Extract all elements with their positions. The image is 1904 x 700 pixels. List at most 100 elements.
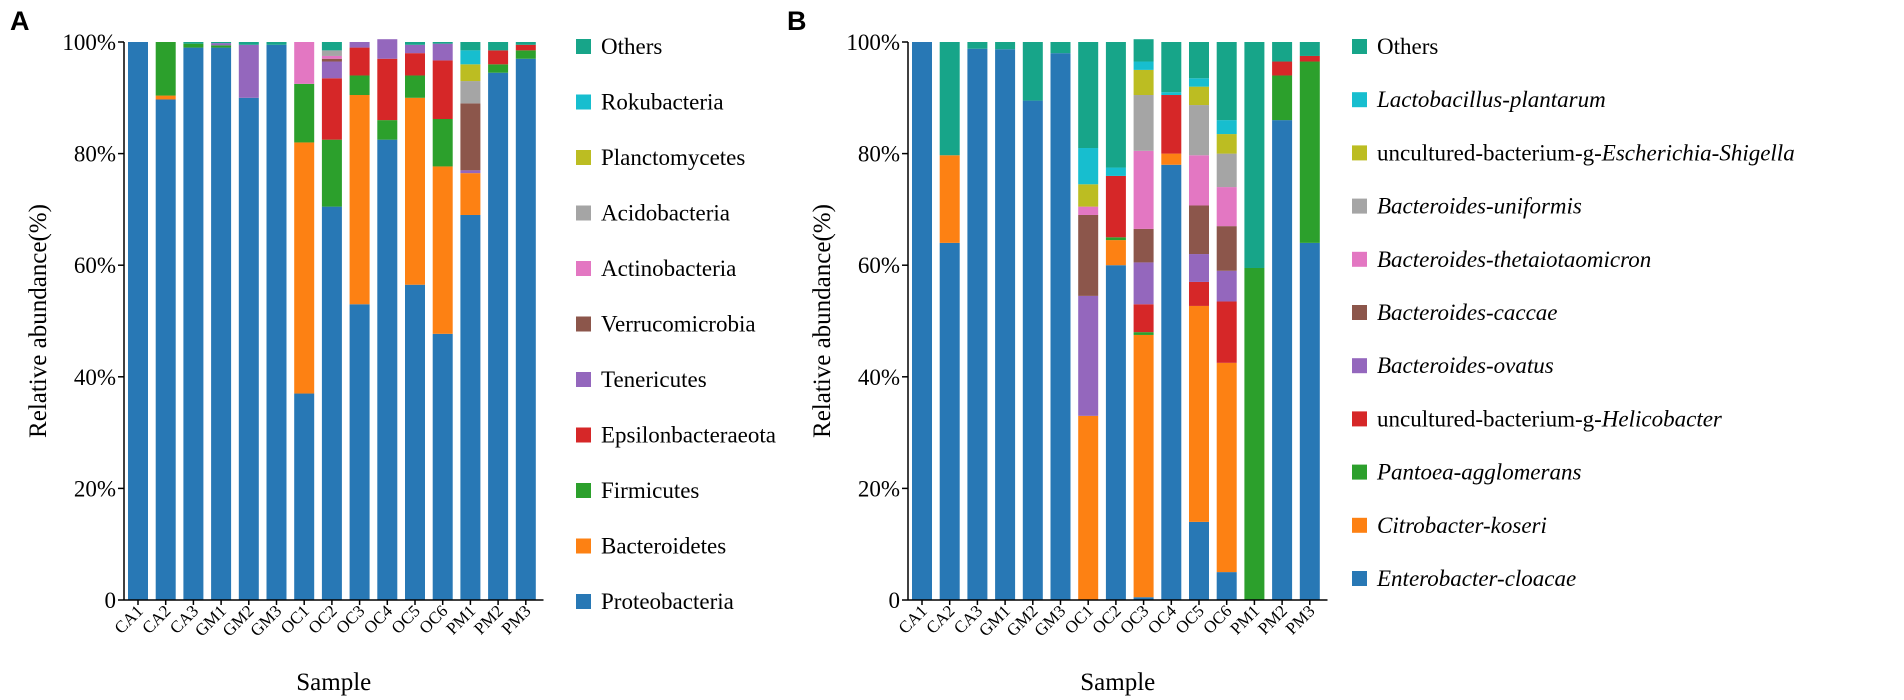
- legend-swatch-firmicutes: [576, 483, 591, 498]
- bar-segment-citrobacter-koseri-oc1: [1078, 415, 1099, 600]
- x-tick-label: OC6: [1199, 601, 1235, 637]
- bar-segment-others-oc3: [1133, 39, 1154, 62]
- bar-segment-others-oc5: [405, 42, 425, 45]
- y-axis-title: Relative abundance(%): [25, 204, 52, 438]
- y-tick-label: 60%: [858, 253, 900, 278]
- bar-segment-others-gm2: [238, 42, 259, 45]
- x-tick-label: OC3: [332, 601, 368, 637]
- legend-label-italic-part: Bacteroides-caccae: [1377, 300, 1558, 325]
- bar-segment-tenericutes-oc6: [432, 43, 453, 61]
- bar-segment-uncultured-bacterium-g-helicobacter-oc5: [1189, 281, 1209, 306]
- bar-segment-enterobacter-cloacae-oc4: [1161, 164, 1182, 600]
- bar-segment-citrobacter-koseri-oc2: [1105, 240, 1126, 266]
- legend-label-planctomycetes: Planctomycetes: [601, 145, 745, 170]
- panel-a: A020%40%60%80%100%CA1CA2CA3GM1GM2GM3OC1O…: [10, 6, 776, 696]
- legend-swatch-actinobacteria: [576, 261, 591, 276]
- y-tick-label: 20%: [858, 476, 900, 501]
- x-tick-label: OC4: [1144, 601, 1180, 637]
- legend-label-italic-part: Bacteroides-ovatus: [1377, 353, 1554, 378]
- legend-label-uncultured-bacterium-g-escherichia-shigella: uncultured-bacterium-g-Escherichia-Shige…: [1377, 140, 1795, 165]
- x-tick-label: CA2: [138, 601, 174, 637]
- bar-segment-pantoea-agglomerans-pm3: [1299, 61, 1320, 243]
- bar-segment-firmicutes-oc5: [405, 75, 425, 98]
- x-tick-label: CA2: [922, 601, 958, 637]
- bar-segment-proteobacteria-oc4: [377, 139, 398, 600]
- legend-swatch-epsilonbacteraeota: [576, 427, 591, 443]
- legend-swatch-uncultured-bacterium-g-escherichia-shigella: [1352, 145, 1367, 161]
- bar-segment-enterobacter-cloacae-gm1: [995, 49, 1016, 600]
- legend-label-part: uncultured-bacterium-g-: [1377, 406, 1602, 431]
- y-tick-label: 0: [105, 588, 117, 613]
- bar-segment-epsilonbacteraeota-pm2: [488, 50, 509, 65]
- bar-segment-firmicutes-pm3: [515, 50, 536, 59]
- bar-segment-proteobacteria-oc3: [349, 304, 370, 600]
- bar-segment-bacteroidetes-oc6: [432, 166, 453, 334]
- bar-segment-firmicutes-pm2: [488, 64, 509, 73]
- legend-label-tenericutes: Tenericutes: [601, 367, 707, 392]
- bar-segment-proteobacteria-oc6: [432, 333, 453, 600]
- bar-segment-uncultured-bacterium-g-escherichia-shigella-oc3: [1133, 69, 1154, 96]
- bar-segment-firmicutes-gm1: [211, 45, 232, 48]
- legend-label-italic-part: Lactobacillus-plantarum: [1376, 87, 1606, 112]
- legend-label-italic-part: Helicobacter: [1601, 406, 1723, 431]
- bar-segment-citrobacter-koseri-oc6: [1216, 362, 1237, 573]
- x-tick-label: OC2: [1089, 601, 1125, 637]
- bar-segment-enterobacter-cloacae-oc2: [1105, 265, 1126, 600]
- bar-segment-others-gm2: [1022, 42, 1043, 101]
- legend-label-italic-part: Bacteroides-uniformis: [1377, 194, 1582, 219]
- x-tick-label: OC2: [305, 601, 341, 637]
- legend-label-italic-part: Pantoea-agglomerans: [1376, 460, 1581, 485]
- legend-label-actinobacteria: Actinobacteria: [601, 256, 736, 281]
- bar-segment-uncultured-bacterium-g-helicobacter-oc2: [1105, 175, 1126, 238]
- legend-swatch-bacteroides-thetaiotaomicron: [1352, 251, 1367, 267]
- legend-label-italic-part: Enterobacter-cloacae: [1376, 566, 1576, 591]
- bar-segment-citrobacter-koseri-oc5: [1189, 305, 1209, 522]
- bar-segment-bacteroides-ovatus-oc3: [1133, 262, 1154, 305]
- legend-swatch-rokubacteria: [576, 94, 591, 110]
- bar-segment-others-pm3: [1299, 42, 1320, 56]
- bar-segment-bacteroides-thetaiotaomicron-oc6: [1216, 187, 1237, 227]
- bar-segment-epsilonbacteraeota-oc5: [405, 53, 425, 76]
- bar-segment-enterobacter-cloacae-oc5: [1189, 521, 1209, 600]
- bar-segment-bacteroides-thetaiotaomicron-oc5: [1189, 155, 1209, 206]
- legend-swatch-citrobacter-koseri: [1352, 517, 1367, 533]
- legend-swatch-lactobacillus-plantarum: [1352, 92, 1367, 108]
- bar-segment-rokubacteria-pm1: [460, 50, 481, 65]
- panel-b: B020%40%60%80%100%CA1CA2CA3GM1GM2GM3OC1O…: [787, 6, 1795, 696]
- legend-label-rokubacteria: Rokubacteria: [601, 90, 724, 115]
- y-tick-label: 80%: [858, 142, 900, 167]
- bar-segment-lactobacillus-plantarum-oc2: [1105, 167, 1126, 176]
- legend-label-bacteroides-thetaiotaomicron: Bacteroides-thetaiotaomicron: [1377, 247, 1651, 272]
- bar-segment-enterobacter-cloacae-pm3: [1299, 242, 1320, 600]
- bar-segment-bacteroides-caccae-oc6: [1216, 226, 1237, 271]
- bar-segment-proteobacteria-gm1: [211, 47, 232, 600]
- bar-segment-bacteroides-ovatus-oc5: [1189, 254, 1209, 282]
- legend-label-part: uncultured-bacterium-g-: [1377, 140, 1602, 165]
- bar-segment-others-gm3: [1050, 42, 1071, 54]
- bar-segment-tenericutes-oc4: [377, 39, 398, 59]
- bar-segment-acidobacteria-pm1: [460, 81, 481, 104]
- bar-segment-proteobacteria-gm2: [238, 97, 259, 601]
- y-tick-label: 100%: [62, 30, 116, 55]
- bar-segment-enterobacter-cloacae-gm3: [1050, 53, 1071, 601]
- bar-segment-lactobacillus-plantarum-oc3: [1133, 61, 1154, 70]
- bar-segment-firmicutes-ca2: [155, 42, 176, 96]
- bar-segment-citrobacter-koseri-ca2: [939, 155, 960, 243]
- legend-label-citrobacter-koseri: Citrobacter-koseri: [1377, 513, 1547, 538]
- bar-segment-uncultured-bacterium-g-helicobacter-pm2: [1272, 61, 1293, 76]
- bar-segment-pantoea-agglomerans-oc2: [1105, 237, 1126, 241]
- bar-segment-citrobacter-koseri-oc3: [1133, 334, 1154, 598]
- bar-segment-others-ca3: [183, 42, 204, 44]
- legend-label-pantoea-agglomerans: Pantoea-agglomerans: [1376, 460, 1581, 485]
- bar-segment-pantoea-agglomerans-pm1: [1244, 267, 1265, 600]
- panel-letter: B: [787, 6, 807, 36]
- bar-segment-epsilonbacteraeota-oc4: [377, 58, 398, 121]
- legend-swatch-verrucomicrobia: [576, 316, 591, 332]
- bar-segment-others-gm1: [211, 42, 232, 44]
- bar-segment-bacteroides-ovatus-oc6: [1216, 270, 1237, 302]
- y-tick-label: 20%: [74, 476, 116, 501]
- bar-segment-enterobacter-cloacae-pm2: [1272, 120, 1293, 601]
- bar-segment-proteobacteria-pm3: [515, 58, 536, 601]
- bar-segment-bacteroides-thetaiotaomicron-oc1: [1078, 206, 1099, 215]
